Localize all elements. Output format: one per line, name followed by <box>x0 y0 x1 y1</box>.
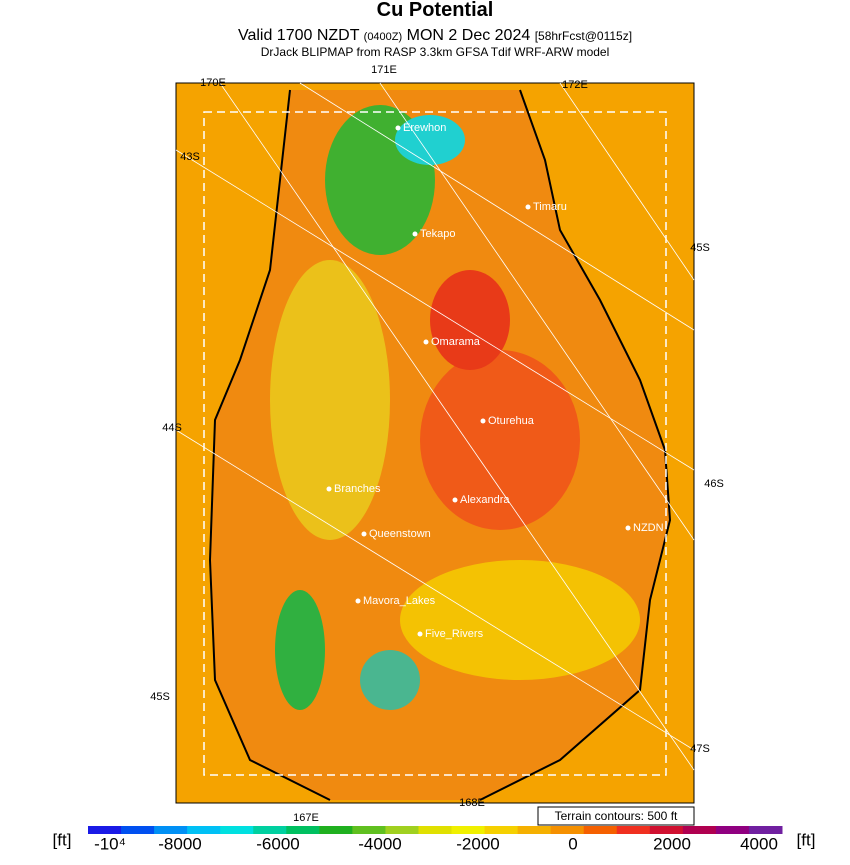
colorbar-swatch <box>583 826 618 834</box>
date: MON 2 Dec 2024 <box>407 27 531 44</box>
lat-label: 47S <box>690 743 710 755</box>
place-label: Queenstown <box>369 528 431 540</box>
yellow-region <box>270 260 390 540</box>
place-dot <box>525 204 531 210</box>
colorbar-swatch <box>418 826 453 834</box>
lon-label: 172E <box>562 79 588 91</box>
place-label: Erewhon <box>403 122 446 134</box>
cyan-region <box>395 115 465 165</box>
colorbar-swatch <box>649 826 684 834</box>
green-region <box>275 590 325 710</box>
colorbar-label: -8000 <box>158 834 201 853</box>
lat-label: 45S <box>690 242 710 254</box>
place-label: NZDN <box>633 522 664 534</box>
place-dot <box>625 525 631 531</box>
colorbar-label: -2000 <box>456 834 499 853</box>
place-dot <box>417 631 423 637</box>
colorbar-label: 2000 <box>653 834 691 853</box>
lon-label: 168E <box>459 797 485 809</box>
place-dot <box>395 125 401 131</box>
place-label: Omarama <box>431 336 481 348</box>
colorbar-swatch <box>319 826 353 834</box>
lon-label: 170E <box>200 77 226 89</box>
places: Erewhon Tekapo Timaru Omarama Oturehua Branch… <box>326 122 664 640</box>
colorbar-swatch <box>121 826 155 834</box>
valid-line: Valid 1700 NZDT (0400Z) MON 2 Dec 2024 [… <box>238 27 632 44</box>
place-dot <box>480 418 486 424</box>
colorbar-swatch <box>154 826 188 834</box>
lat-label: 44S <box>162 422 182 434</box>
terrain-note: Terrain contours: 500 ft <box>555 809 678 823</box>
cyan-region <box>360 650 420 710</box>
lat-label: 46S <box>704 478 724 490</box>
lat-label: 45S <box>150 691 170 703</box>
lon-label: 167E <box>293 812 319 824</box>
unit-left: [ft] <box>53 830 72 849</box>
colorbar-label: -6000 <box>256 834 299 853</box>
graticule-lines <box>175 82 695 771</box>
colorbar-swatch <box>715 826 750 834</box>
place-dot <box>361 531 367 537</box>
colorbar-swatch <box>682 826 717 834</box>
colorbar-swatch <box>220 826 254 834</box>
hot-region <box>430 270 510 370</box>
colorbar: -10⁴ -8000 -6000 -4000 -2000 0 2000 4000 <box>88 826 783 853</box>
place-dot <box>326 486 332 492</box>
colorbar-swatch <box>550 826 585 834</box>
place-dot <box>355 598 361 604</box>
inner-boundary <box>203 111 667 776</box>
map: 170E 171E 172E 167E 168E 43S 45S 44S 46S… <box>150 64 724 824</box>
colorbar-label: -10⁴ <box>94 834 126 853</box>
hot-region <box>420 350 580 530</box>
place-label: Alexandra <box>460 494 510 506</box>
place-label: Mavora_Lakes <box>363 595 436 607</box>
colorbar-swatch <box>385 826 419 834</box>
forecast: [58hrFcst@0115z] <box>535 29 632 43</box>
colorbar-swatch <box>748 826 783 834</box>
valid: Valid 1700 NZDT <box>238 27 360 44</box>
lat-label: 43S <box>180 151 200 163</box>
colorbar-label: 0 <box>568 834 577 853</box>
utc: (0400Z) <box>364 31 403 43</box>
place-dot <box>452 497 458 503</box>
place-label: Five_Rivers <box>425 628 484 640</box>
unit-right: [ft] <box>797 830 816 849</box>
place-dot <box>412 231 418 237</box>
colorbar-label: 4000 <box>740 834 778 853</box>
place-label: Branches <box>334 483 381 495</box>
lon-label: 171E <box>371 64 397 76</box>
yellow-region <box>400 560 640 680</box>
colorbar-swatch <box>187 826 221 834</box>
subtitle: DrJack BLIPMAP from RASP 3.3km GFSA Tdif… <box>261 45 610 59</box>
title: Cu Potential <box>377 0 494 21</box>
colorbar-swatch <box>253 826 287 834</box>
place-label: Tekapo <box>420 228 455 240</box>
colorbar-swatch <box>352 826 386 834</box>
colorbar-swatch <box>451 826 486 834</box>
colorbar-swatch <box>88 826 122 834</box>
colorbar-swatch <box>517 826 552 834</box>
coastline <box>208 89 672 801</box>
colorbar-swatch <box>286 826 320 834</box>
place-dot <box>423 339 429 345</box>
colorbar-swatch <box>484 826 519 834</box>
place-label: Oturehua <box>488 415 535 427</box>
terrain-box <box>537 806 695 826</box>
place-label: Timaru <box>533 201 567 213</box>
colorbar-label: -4000 <box>358 834 401 853</box>
colorbar-swatch <box>616 826 651 834</box>
